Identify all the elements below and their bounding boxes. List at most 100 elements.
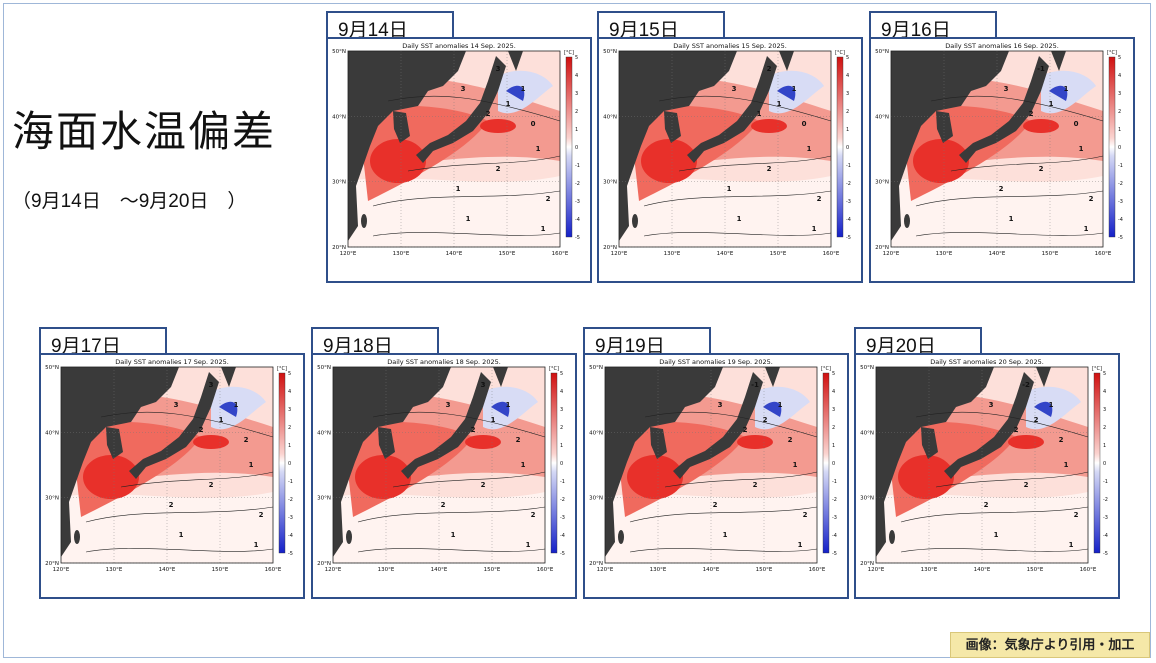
scale-tick-label: 2	[846, 109, 849, 115]
contour-label: 2	[803, 511, 808, 519]
scale-tick-label: -5	[1118, 235, 1123, 241]
sst-anomaly-map: Daily SST anomalies 20 Sep. 2025.3-22212…	[860, 358, 1108, 573]
contour-label: 1	[1049, 100, 1054, 108]
lat-tick-label: 50°N	[45, 365, 59, 371]
chart-title: Daily SST anomalies 16 Sep. 2025.	[945, 42, 1059, 50]
date-tab: 9月19日	[583, 327, 711, 357]
scale-unit-label: [°C]	[564, 50, 574, 56]
contour-label: 2	[1014, 426, 1019, 434]
chart-title: Daily SST anomalies 14 Sep. 2025.	[402, 42, 516, 50]
scale-tick-label: 1	[560, 443, 563, 449]
contour-label: 1	[727, 185, 732, 193]
contour-label: 2	[817, 195, 822, 203]
lat-tick-label: 20°N	[332, 245, 346, 251]
scale-tick-label: 4	[832, 389, 835, 395]
contour-label: 2	[743, 426, 748, 434]
scale-tick-label: 3	[560, 407, 563, 413]
scale-tick-label: 1	[575, 127, 578, 133]
contour-label: 1	[249, 461, 254, 469]
lon-tick-label: 140°E	[703, 567, 720, 573]
scale-tick-label: -5	[832, 551, 837, 557]
scale-tick-label: 1	[1103, 443, 1106, 449]
contour-label: 2	[486, 110, 491, 118]
contour-label: 1	[254, 541, 259, 549]
contour-label: 3	[496, 65, 501, 73]
contour-label: -1	[751, 381, 759, 389]
scale-tick-label: 4	[1118, 73, 1121, 79]
contour-label: 1	[1009, 215, 1014, 223]
color-scale-bar	[565, 56, 573, 238]
color-scale-bar	[822, 372, 830, 554]
scale-tick-label: -4	[560, 533, 565, 539]
sst-anomaly-map-panel: Daily SST anomalies 15 Sep. 2025. 3 2 1 1 1 0 2…	[597, 37, 863, 283]
scale-tick-label: 2	[560, 425, 563, 431]
scale-tick-label: -3	[288, 515, 293, 521]
map-plot-area: 3 -1 2 1 1 0 2 2 1 2 1 1	[890, 50, 1104, 248]
contour-label: 1	[1084, 225, 1089, 233]
scale-tick-label: -1	[832, 479, 837, 485]
contour-label: 3	[1004, 85, 1009, 93]
lon-tick-label: 150°E	[756, 567, 773, 573]
contour-label: 0	[802, 120, 807, 128]
contour-label: 2	[471, 426, 476, 434]
scale-tick-label: 1	[288, 443, 291, 449]
lon-tick-label: 140°E	[159, 567, 176, 573]
lon-tick-label: 120°E	[53, 567, 70, 573]
scale-tick-label: -4	[832, 533, 837, 539]
lat-tick-label: 30°N	[589, 496, 603, 502]
scale-tick-label: -5	[846, 235, 851, 241]
contour-label: 2	[244, 436, 249, 444]
lat-tick-label: 20°N	[317, 561, 331, 567]
contour-label: 1	[234, 401, 239, 409]
scale-tick-label: 4	[560, 389, 563, 395]
lat-tick-label: 20°N	[875, 245, 889, 251]
lon-tick-label: 160°E	[823, 251, 840, 257]
scale-tick-label: -5	[1103, 551, 1108, 557]
lat-tick-label: 50°N	[332, 49, 346, 55]
scale-tick-label: -2	[575, 181, 580, 187]
lon-tick-label: 160°E	[552, 251, 569, 257]
contour-label: 1	[536, 145, 541, 153]
lat-tick-label: 40°N	[332, 114, 346, 120]
scale-tick-label: 1	[1118, 127, 1121, 133]
contour-label: -1	[1037, 65, 1045, 73]
scale-tick-label: -1	[575, 163, 580, 169]
scale-tick-label: -2	[1103, 497, 1108, 503]
contour-label: 1	[807, 145, 812, 153]
image-credit: 画像：気象庁より引用・加工	[950, 632, 1150, 658]
scale-tick-label: 2	[1118, 109, 1121, 115]
lon-tick-label: 130°E	[650, 567, 667, 573]
contour-label: 1	[1064, 85, 1069, 93]
lat-tick-label: 20°N	[589, 561, 603, 567]
lat-tick-label: 40°N	[317, 430, 331, 436]
contour-label: 2	[1059, 436, 1064, 444]
color-scale-bar	[278, 372, 286, 554]
contour-label: 2	[169, 501, 174, 509]
lat-tick-label: 40°N	[45, 430, 59, 436]
lon-tick-label: 120°E	[611, 251, 628, 257]
lat-tick-label: 30°N	[45, 496, 59, 502]
contour-label: 3	[209, 381, 214, 389]
contour-label: 3	[174, 401, 179, 409]
lat-tick-label: 50°N	[589, 365, 603, 371]
scale-tick-label: 0	[1103, 461, 1106, 467]
sst-anomaly-map: Daily SST anomalies 16 Sep. 2025. 3 -1 2 1 1 0…	[875, 42, 1123, 257]
sst-anomaly-map: Daily SST anomalies 17 Sep. 2025. 3 3 2 1 1 2 2…	[45, 358, 293, 573]
contour-label: 2	[763, 416, 768, 424]
scale-unit-label: [°C]	[1092, 366, 1102, 372]
contour-label: 2	[767, 165, 772, 173]
lat-tick-label: 30°N	[603, 180, 617, 186]
chart-title: Daily SST anomalies 19 Sep. 2025.	[659, 358, 773, 366]
lon-tick-label: 120°E	[868, 567, 885, 573]
color-scale-bar	[1093, 372, 1101, 554]
map-plot-area: 3 3 2 1 1 0 2 1 1 2 1 1	[347, 50, 561, 248]
map-plot-area: 3 3 2 1 1 2 2 2 1 2 1 1	[332, 366, 546, 564]
scale-unit-label: [°C]	[821, 366, 831, 372]
lon-tick-label: 160°E	[809, 567, 826, 573]
scale-tick-label: -4	[575, 217, 580, 223]
scale-tick-label: 5	[1103, 371, 1106, 377]
contour-label: 1	[737, 215, 742, 223]
scale-tick-label: -1	[1103, 479, 1108, 485]
contour-label: 1	[451, 531, 456, 539]
scale-tick-label: -5	[560, 551, 565, 557]
